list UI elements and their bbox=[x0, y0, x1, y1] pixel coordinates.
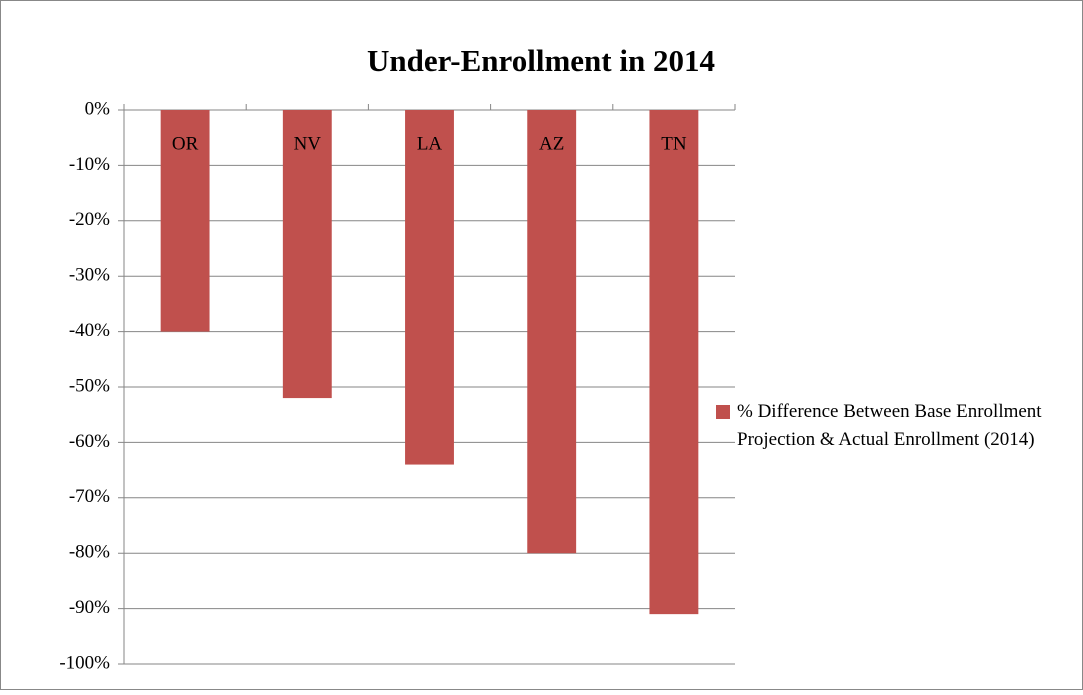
y-tick-label: -60% bbox=[69, 431, 110, 452]
y-tick-label: -40% bbox=[69, 320, 110, 341]
legend-label: % Difference Between Base Enrollment Pro… bbox=[737, 401, 1042, 450]
bar bbox=[649, 110, 699, 615]
x-tick-label: TN bbox=[661, 133, 687, 154]
x-tick-label: LA bbox=[417, 133, 443, 154]
y-tick-label: -20% bbox=[69, 209, 110, 230]
y-tick-label: -80% bbox=[69, 542, 110, 563]
y-tick-label: -100% bbox=[59, 652, 110, 673]
chart-title: Under-Enrollment in 2014 bbox=[367, 43, 715, 78]
y-tick-label: -30% bbox=[69, 265, 110, 286]
legend-entry: % Difference Between Base Enrollment Pro… bbox=[737, 401, 1042, 450]
bar bbox=[527, 110, 577, 554]
bar bbox=[282, 110, 332, 399]
x-tick-label: NV bbox=[294, 133, 322, 154]
x-tick-label: OR bbox=[172, 133, 199, 154]
y-tick-label: -10% bbox=[69, 154, 110, 175]
x-tick-label: AZ bbox=[539, 133, 564, 154]
y-tick-label: -90% bbox=[69, 597, 110, 618]
y-tick-label: -50% bbox=[69, 375, 110, 396]
bar bbox=[405, 110, 454, 465]
bar bbox=[160, 110, 210, 332]
y-tick-label: -70% bbox=[69, 486, 110, 507]
legend-swatch bbox=[716, 405, 730, 419]
y-tick-label: 0% bbox=[85, 98, 111, 119]
